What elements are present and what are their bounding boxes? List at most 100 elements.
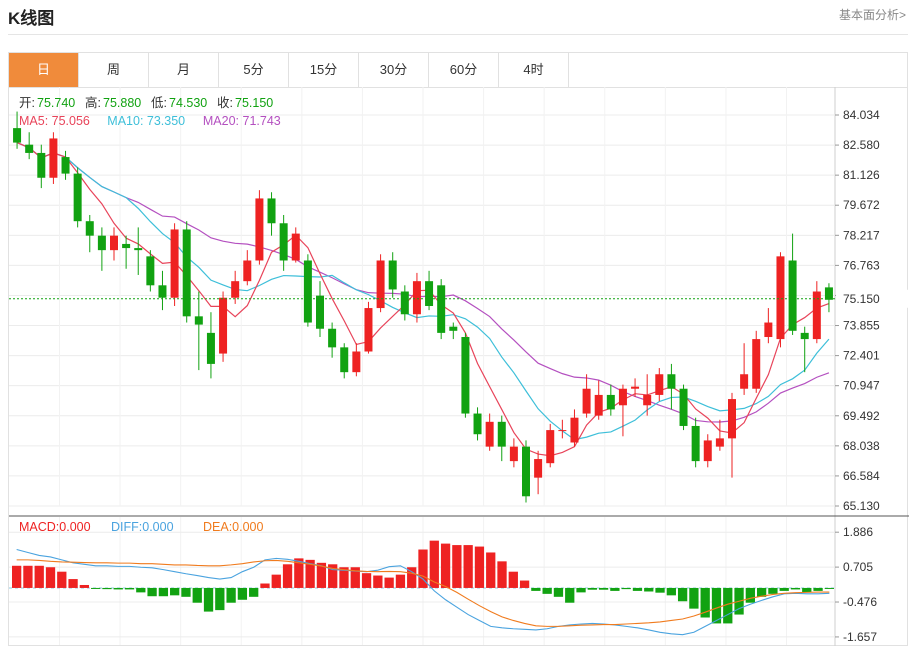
candle-body — [631, 386, 640, 389]
candle-body — [558, 430, 567, 432]
macd-bar — [779, 587, 789, 591]
ohlc-open-label: 开: — [19, 96, 35, 110]
candle-body — [594, 394, 603, 416]
diff-legend: DIFF:0.000 — [111, 520, 174, 534]
macd-bar — [170, 587, 180, 596]
candle-body — [231, 281, 240, 298]
macd-bar — [12, 565, 22, 588]
macd-legend: MACD:0.000 — [19, 520, 91, 534]
candle-body — [25, 144, 34, 153]
candle-body — [752, 339, 761, 389]
macd-bar — [124, 587, 135, 590]
candle-body — [13, 128, 22, 143]
macd-bar — [68, 579, 78, 588]
candle-body — [788, 260, 797, 331]
candle-body — [824, 287, 833, 300]
macd-bar — [824, 587, 834, 589]
macd-bar — [147, 587, 157, 597]
candle-body — [122, 243, 131, 249]
candle-body — [291, 233, 300, 261]
macd-bar — [226, 587, 236, 603]
candle-body — [461, 337, 470, 414]
candle-body — [703, 440, 712, 462]
candle-body — [316, 295, 324, 329]
candle-body — [146, 256, 155, 286]
candle-body — [570, 417, 579, 443]
macd-bar — [260, 583, 270, 588]
kline-chart[interactable]: 84.034 82.580 81.126 79.672 78.217 76.763 73.8… — [9, 87, 909, 646]
macd-bar — [395, 574, 406, 588]
macd-bar — [632, 587, 643, 591]
ohlc-low-value: 74.530 — [169, 96, 207, 110]
macd-tick-label: -0.476 — [843, 595, 877, 609]
macd-bar — [542, 587, 552, 594]
macd-bar — [305, 559, 315, 588]
candle-body — [73, 173, 82, 222]
ohlc-high-label: 高: — [85, 95, 101, 110]
macd-bar — [644, 587, 654, 592]
price-tick-label: 82.580 — [843, 138, 880, 152]
macd-bar — [429, 540, 439, 588]
macd-bar — [802, 587, 812, 593]
macd-bar — [452, 545, 462, 588]
macd-bar — [91, 587, 101, 589]
candle-body — [97, 235, 106, 251]
macd-bar — [711, 587, 722, 624]
tab-5min[interactable]: 5分 — [219, 53, 289, 87]
candle-body — [170, 229, 179, 298]
candle-body — [243, 260, 252, 282]
tab-4hour[interactable]: 4时 — [499, 53, 569, 87]
macd-bar — [553, 587, 564, 597]
candle-body — [61, 157, 70, 174]
tab-60min[interactable]: 60分 — [429, 53, 499, 87]
price-tick-label: 66.584 — [843, 469, 880, 483]
fundamental-analysis-link[interactable]: 基本面分析> — [838, 8, 906, 22]
tab-month[interactable]: 月 — [149, 53, 219, 87]
current-price-tag — [836, 289, 908, 308]
candle-body — [655, 374, 664, 395]
macd-bar — [34, 565, 44, 588]
macd-bar — [813, 587, 823, 591]
macd-bar — [418, 549, 428, 588]
candle-body — [715, 438, 724, 447]
tab-30min[interactable]: 30分 — [359, 53, 429, 87]
candle-body — [206, 332, 215, 364]
macd-bar — [756, 587, 767, 597]
chart-frame: 84.034 82.580 81.126 79.672 78.217 76.763 73.8… — [8, 87, 909, 646]
macd-bar — [57, 571, 67, 588]
tab-15min[interactable]: 15分 — [289, 53, 359, 87]
macd-bar — [237, 587, 248, 600]
price-tick-label: 76.763 — [843, 258, 880, 272]
candle-body — [606, 394, 615, 410]
candle-body — [764, 322, 773, 338]
macd-bar — [113, 587, 123, 590]
candle-body — [509, 446, 518, 462]
macd-bar — [587, 587, 597, 590]
macd-bar — [610, 587, 620, 591]
tab-week[interactable]: 周 — [79, 53, 149, 87]
candle-body — [728, 399, 736, 439]
ma20-line — [16, 142, 830, 423]
ma10-legend: MA10: 73.350 — [107, 114, 185, 128]
ohlc-high-value: 75.880 — [103, 96, 141, 110]
macd-bar — [463, 545, 473, 588]
dea-line — [16, 559, 830, 627]
candle-body — [400, 291, 409, 315]
candle-body — [643, 394, 652, 406]
macd-bar — [790, 587, 801, 590]
macd-bar — [768, 587, 778, 594]
price-tick-label: 84.034 — [843, 108, 880, 122]
candle-body — [85, 221, 94, 236]
price-tick-label: 72.401 — [843, 349, 880, 363]
candle-body — [340, 347, 349, 373]
macd-bar — [203, 587, 214, 612]
macd-bar — [339, 567, 349, 588]
candle-body — [449, 326, 458, 331]
tab-day[interactable]: 日 — [9, 53, 79, 87]
macd-bar — [519, 580, 530, 588]
candle-body — [255, 198, 264, 261]
price-tick-label: 70.947 — [843, 379, 880, 393]
macd-bar — [158, 587, 169, 597]
period-tabs: 日 周 月 5分 15分 30分 60分 4时 — [8, 52, 908, 88]
macd-bar — [316, 562, 327, 588]
